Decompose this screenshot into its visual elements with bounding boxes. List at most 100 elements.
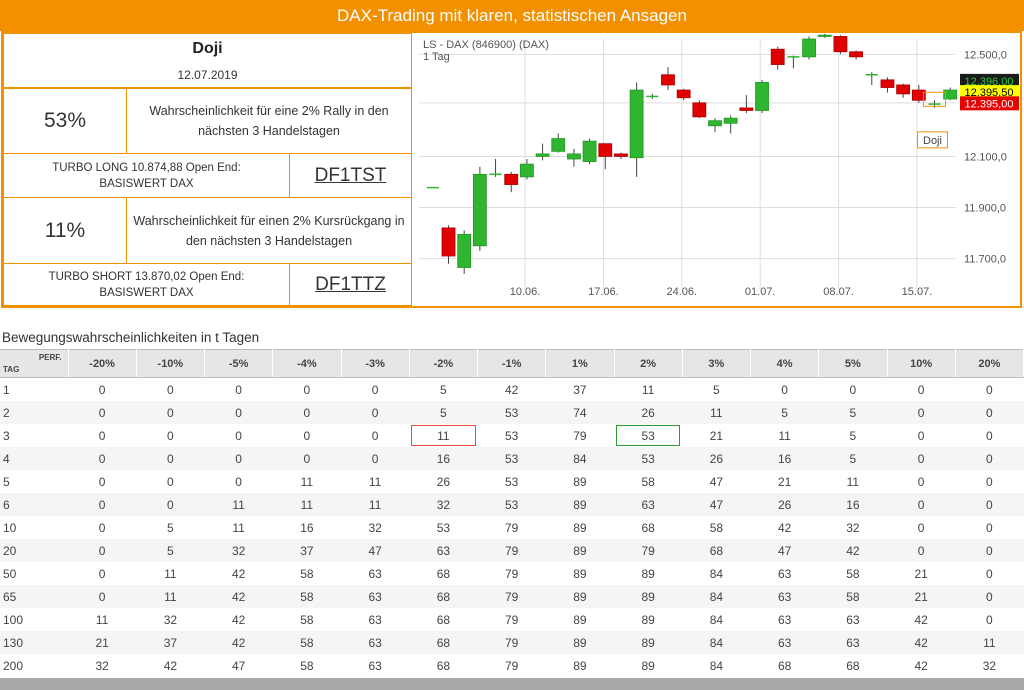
candle-body — [629, 89, 644, 159]
table-cell: 58 — [272, 631, 341, 654]
price-label-box — [960, 96, 1019, 111]
table-cell: 0 — [781, 382, 788, 397]
table-cell: 0 — [917, 520, 925, 535]
table-row: 65 0 11 42 58 63 68 79 89 89 84 63 58 21 0 — [0, 585, 1024, 608]
table-cell: 89 — [545, 585, 614, 608]
table-cell: 42 — [204, 631, 273, 654]
table-cell: 47 — [709, 474, 724, 489]
candle-body — [551, 138, 566, 152]
table-cell: 0 — [204, 401, 273, 424]
table-cell: 5 — [167, 520, 174, 535]
table-cell: 42 — [887, 631, 956, 654]
table-cell: 0 — [917, 474, 925, 489]
table-cell: 58 — [300, 658, 314, 673]
table-cell: 0 — [917, 382, 925, 397]
table-row: 10 0 5 11 16 32 53 79 89 68 58 42 32 0 0 — [0, 516, 1024, 539]
bottom-scrollbar[interactable] — [0, 678, 1024, 690]
column-header: -3% — [341, 349, 410, 378]
table-body: 1 0 0 0 0 0 5 42 37 11 5 0 0 0 0 2 0 0 0 0 0 5 53 74 26 11 5 5 0 0 3 0 0… — [0, 378, 1024, 678]
table-cell: 0 — [98, 428, 106, 443]
row-tag: 100 — [3, 612, 24, 627]
x-tick-label: 08.07. — [823, 286, 854, 298]
short-description-box: Wahrscheinlichkeit für einen 2% Kursrück… — [126, 197, 412, 264]
column-header: -5% — [204, 349, 274, 378]
long-wkn-link[interactable]: DF1TST — [314, 164, 387, 186]
candle-body — [849, 51, 864, 58]
candle-body — [457, 233, 472, 268]
table-cell: 68 — [409, 631, 478, 654]
table-cell: 0 — [98, 566, 106, 581]
table-cell: 74 — [545, 401, 614, 424]
row-tag: 50 — [3, 566, 17, 581]
table-cell: 16 — [818, 493, 887, 516]
table-cell: 63 — [818, 631, 887, 654]
table-cell: 0 — [849, 382, 857, 397]
candle-body — [770, 48, 785, 65]
table-cell: 89 — [545, 539, 614, 562]
page-banner: DAX-Trading mit klaren, statistischen An… — [0, 0, 1024, 31]
row-tag: 1 — [3, 382, 10, 397]
table-cell: 63 — [750, 631, 819, 654]
table-cell: 42 — [163, 658, 178, 673]
row-tag: 2 — [0, 401, 68, 424]
price-label: 12.395,00 — [965, 98, 1014, 110]
y-tick-label: 12.500,0 — [964, 49, 1007, 61]
row-tag: 5 — [3, 474, 10, 489]
long-probability-box: 53% — [3, 88, 127, 154]
table-cell: 63 — [368, 612, 382, 627]
column-header: 3% — [682, 349, 752, 378]
candle-body — [692, 102, 707, 118]
short-wkn-link[interactable]: DF1TTZ — [315, 273, 386, 295]
column-header: 2% — [614, 349, 683, 378]
x-tick-label: 15.07. — [902, 286, 933, 298]
candle-body — [943, 89, 958, 100]
table-cell: 84 — [545, 447, 614, 470]
table-cell: 47 — [750, 539, 819, 562]
table-cell: 0 — [986, 428, 993, 443]
long-product-underlying: BASISWERT DAX — [99, 177, 194, 190]
table-cell: 0 — [167, 428, 174, 443]
candle-body — [708, 120, 722, 127]
table-cell: 0 — [986, 474, 993, 489]
candle-body — [802, 38, 816, 58]
table-cell: 0 — [955, 585, 1024, 608]
table-cell: 89 — [614, 585, 683, 608]
table-cell: 79 — [504, 566, 519, 581]
table-cell: 84 — [709, 612, 724, 627]
table-cell: 53 — [436, 520, 451, 535]
table-cell: 63 — [368, 566, 382, 581]
price-label: 12.396,00 — [965, 76, 1014, 88]
table-cell: 0 — [341, 401, 410, 424]
candle-body — [676, 89, 691, 99]
table-cell: 0 — [98, 382, 106, 397]
candle-body — [535, 153, 550, 157]
candle-body — [739, 107, 754, 111]
table-cell: 5 — [750, 401, 819, 424]
table-cell: 21 — [68, 631, 137, 654]
candle-body — [817, 34, 832, 37]
table-title: Bewegungswahrscheinlichkeiten in t Tagen — [2, 330, 260, 345]
table-cell: 0 — [955, 493, 1024, 516]
candle-body — [614, 153, 628, 157]
table-row: 200 32 42 47 58 63 68 79 89 89 84 68 68 42 32 — [0, 654, 1024, 677]
table-cell: 37 — [573, 382, 587, 397]
table-cell: 0 — [98, 474, 106, 489]
table-cell: 21 — [777, 474, 792, 489]
table-cell: 79 — [504, 612, 519, 627]
table-cell: 0 — [235, 428, 242, 443]
pattern-box: Doji 12.07.2019 — [3, 33, 412, 88]
table-cell: 63 — [614, 493, 683, 516]
table-cell: 16 — [300, 520, 314, 535]
candle-body — [519, 163, 534, 178]
table-cell: 58 — [641, 474, 655, 489]
table-cell: 16 — [409, 447, 478, 470]
x-tick-label: 10.06. — [510, 286, 541, 298]
table-cell: 11 — [204, 493, 273, 516]
table-cell: 53 — [477, 447, 546, 470]
table-cell: 0 — [371, 382, 379, 397]
candle-body — [880, 79, 895, 88]
table-cell: 79 — [477, 585, 546, 608]
table-cell: 0 — [136, 447, 205, 470]
table-cell: 0 — [68, 493, 137, 516]
candle-body — [661, 74, 675, 86]
